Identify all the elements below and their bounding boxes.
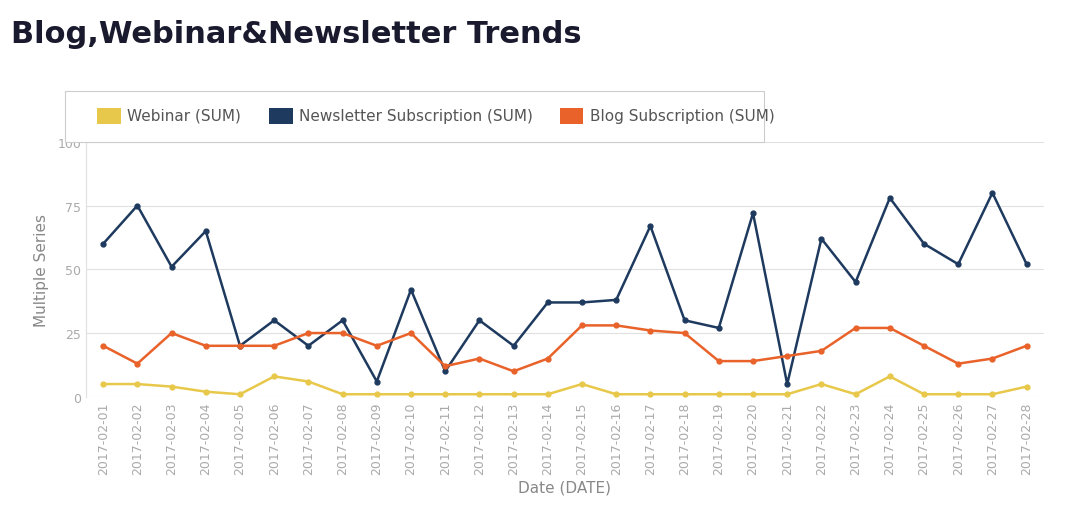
Newsletter Subscription (SUM) [199,229,212,235]
Newsletter Subscription (SUM) [918,241,931,247]
Newsletter Subscription (SUM) [643,223,656,230]
Blog Subscription (SUM) [370,343,383,349]
Webinar (SUM) [233,391,246,398]
Blog Subscription (SUM) [849,325,862,331]
Webinar (SUM) [849,391,862,398]
Newsletter Subscription (SUM) [268,318,281,324]
Newsletter Subscription (SUM) [131,203,144,209]
Webinar (SUM) [541,391,554,398]
Newsletter Subscription (SUM) [576,300,589,306]
Blog Subscription (SUM) [336,330,349,336]
Blog Subscription (SUM) [473,356,486,362]
Webinar (SUM) [507,391,520,398]
Blog Subscription (SUM) [268,343,281,349]
Webinar (SUM) [883,374,896,380]
Blog Subscription (SUM) [405,330,417,336]
Blog Subscription (SUM) [541,356,554,362]
Newsletter Subscription (SUM) [336,318,349,324]
Blog Subscription (SUM) [883,325,896,331]
Blog Subscription (SUM) [97,343,110,349]
Newsletter Subscription (SUM) [97,241,110,247]
Webinar (SUM) [610,391,623,398]
Blog Subscription (SUM) [131,361,144,367]
Newsletter Subscription (SUM) [165,264,178,270]
Newsletter Subscription (SUM) [507,343,520,349]
Blog Subscription (SUM) [199,343,212,349]
Blog Subscription (SUM) [781,353,794,359]
X-axis label: Date (DATE): Date (DATE) [519,480,611,495]
Blog Subscription (SUM) [439,363,452,370]
Newsletter Subscription (SUM) [952,262,965,268]
Newsletter Subscription (SUM) [986,190,999,196]
Newsletter Subscription (SUM) [302,343,315,349]
Text: Webinar (SUM): Webinar (SUM) [127,108,241,124]
Blog Subscription (SUM) [815,348,827,354]
Blog Subscription (SUM) [712,358,725,364]
Blog Subscription (SUM) [918,343,931,349]
Text: Blog,Webinar&Newsletter Trends: Blog,Webinar&Newsletter Trends [11,20,581,49]
Blog Subscription (SUM) [643,328,656,334]
Newsletter Subscription (SUM) [233,343,246,349]
Webinar (SUM) [336,391,349,398]
Webinar (SUM) [302,379,315,385]
Webinar (SUM) [712,391,725,398]
Line: Blog Subscription (SUM): Blog Subscription (SUM) [101,323,1029,374]
Newsletter Subscription (SUM) [781,381,794,387]
Blog Subscription (SUM) [1020,343,1033,349]
Newsletter Subscription (SUM) [849,279,862,286]
Webinar (SUM) [405,391,417,398]
Newsletter Subscription (SUM) [473,318,486,324]
Newsletter Subscription (SUM) [815,236,827,242]
Newsletter Subscription (SUM) [712,325,725,331]
Webinar (SUM) [1020,384,1033,390]
Webinar (SUM) [678,391,691,398]
Line: Newsletter Subscription (SUM): Newsletter Subscription (SUM) [101,191,1029,387]
Newsletter Subscription (SUM) [747,211,760,217]
Newsletter Subscription (SUM) [678,318,691,324]
Blog Subscription (SUM) [233,343,246,349]
Blog Subscription (SUM) [507,369,520,375]
Blog Subscription (SUM) [678,330,691,336]
Webinar (SUM) [986,391,999,398]
Webinar (SUM) [918,391,931,398]
Webinar (SUM) [952,391,965,398]
Webinar (SUM) [268,374,281,380]
Webinar (SUM) [473,391,486,398]
Webinar (SUM) [370,391,383,398]
Webinar (SUM) [747,391,760,398]
Blog Subscription (SUM) [302,330,315,336]
Text: Blog Subscription (SUM): Blog Subscription (SUM) [590,108,775,124]
Webinar (SUM) [815,381,827,387]
Webinar (SUM) [576,381,589,387]
Webinar (SUM) [97,381,110,387]
Newsletter Subscription (SUM) [610,297,623,303]
Webinar (SUM) [131,381,144,387]
Newsletter Subscription (SUM) [370,379,383,385]
Newsletter Subscription (SUM) [883,195,896,202]
Webinar (SUM) [781,391,794,398]
Blog Subscription (SUM) [576,323,589,329]
Newsletter Subscription (SUM) [541,300,554,306]
Newsletter Subscription (SUM) [405,287,417,293]
Webinar (SUM) [199,389,212,395]
Y-axis label: Multiple Series: Multiple Series [34,213,49,326]
Newsletter Subscription (SUM) [439,369,452,375]
Line: Webinar (SUM): Webinar (SUM) [101,374,1029,397]
Webinar (SUM) [439,391,452,398]
Text: Newsletter Subscription (SUM): Newsletter Subscription (SUM) [299,108,533,124]
Blog Subscription (SUM) [610,323,623,329]
Blog Subscription (SUM) [165,330,178,336]
Webinar (SUM) [165,384,178,390]
Blog Subscription (SUM) [986,356,999,362]
Webinar (SUM) [643,391,656,398]
Blog Subscription (SUM) [952,361,965,367]
Newsletter Subscription (SUM) [1020,262,1033,268]
Blog Subscription (SUM) [747,358,760,364]
